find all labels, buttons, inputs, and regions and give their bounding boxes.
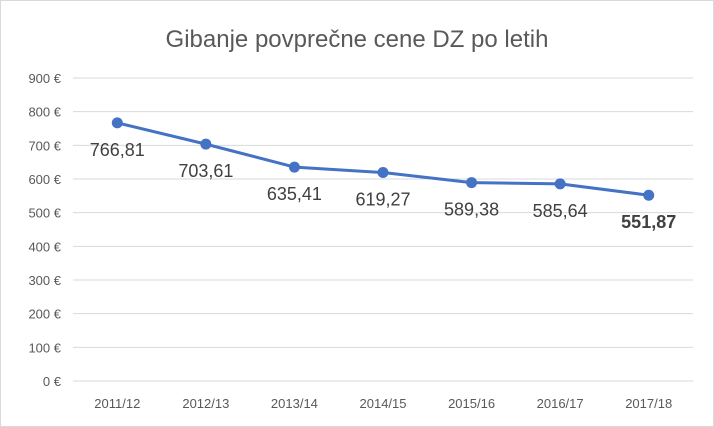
data-label: 585,64	[533, 201, 588, 221]
data-label: 589,38	[444, 200, 499, 220]
x-tick-label: 2017/18	[625, 396, 672, 411]
data-point	[200, 138, 212, 150]
chart-title: Gibanje povprečne cene DZ po letih	[166, 26, 549, 53]
y-tick-label: 400 €	[28, 239, 61, 254]
data-point	[466, 177, 478, 189]
data-point	[643, 189, 655, 201]
data-point	[554, 178, 566, 190]
x-tick-label: 2012/13	[182, 396, 229, 411]
series	[111, 117, 655, 201]
series-line	[116, 121, 649, 197]
y-tick-label: 300 €	[28, 273, 61, 288]
data-label: 619,27	[355, 190, 410, 210]
y-tick-label: 700 €	[28, 138, 61, 153]
x-tick-label: 2016/17	[537, 396, 584, 411]
x-axis-ticks: 2011/12 2012/13 2013/14 2014/15 2015/16 2016/…	[94, 396, 672, 411]
data-point	[377, 167, 389, 179]
y-tick-label: 200 €	[28, 307, 61, 322]
y-tick-label: 0 €	[43, 374, 62, 389]
x-tick-label: 2015/16	[448, 396, 495, 411]
y-tick-label: 900 €	[28, 71, 61, 86]
data-label: 703,61	[178, 161, 233, 181]
data-label: 766,81	[90, 140, 145, 160]
data-label: 635,41	[267, 184, 322, 204]
data-labels: 766,81 703,61 635,41 619,27 589,38 585,64 551,…	[90, 140, 676, 232]
data-point	[288, 161, 300, 173]
data-point	[111, 117, 123, 129]
data-label: 551,87	[621, 212, 676, 232]
x-tick-label: 2013/14	[271, 396, 318, 411]
y-tick-label: 800 €	[28, 105, 61, 120]
y-tick-label: 500 €	[28, 206, 61, 221]
gridlines	[73, 77, 693, 382]
x-tick-label: 2011/12	[94, 396, 140, 411]
y-axis-ticks: 0 € 100 € 200 € 300 € 400 € 500 € 600 € 700 € 80…	[28, 71, 61, 389]
y-tick-label: 100 €	[28, 340, 61, 355]
x-tick-label: 2014/15	[360, 396, 407, 411]
y-tick-label: 600 €	[28, 172, 61, 187]
